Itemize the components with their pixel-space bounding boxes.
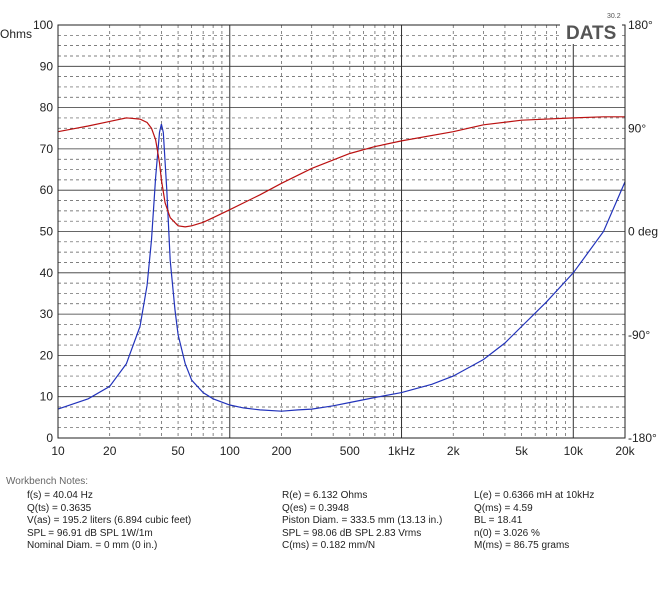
note-mms: M(ms) = 86.75 grams	[474, 540, 570, 551]
y-tick-label-right: 0 deg	[628, 225, 658, 239]
y-tick-label-left: 50	[40, 225, 54, 239]
note-bl: BL = 18.41	[474, 515, 523, 526]
note-cms: C(ms) = 0.182 mm/N	[282, 540, 376, 551]
y-tick-label-left: 40	[40, 266, 54, 280]
x-tick-label: 20	[103, 444, 117, 458]
workbench-notes: Workbench Notes: f(s) = 40.04 Hz Q(ts) =…	[0, 476, 660, 606]
y-tick-label-left: 70	[40, 142, 54, 156]
x-tick-label: 500	[340, 444, 360, 458]
note-qms: Q(ms) = 4.59	[474, 502, 533, 514]
note-n0: n(0) = 3.026 %	[474, 527, 540, 539]
y-axis-left-label: Ohms	[0, 27, 32, 41]
y-tick-label-left: 100	[33, 18, 53, 32]
y-tick-label-left: 80	[40, 101, 54, 115]
note-nominal-diam: Nominal Diam. = 0 mm (0 in.)	[27, 540, 158, 551]
y-tick-label-left: 20	[40, 348, 54, 362]
y-tick-label-right: -180°	[628, 431, 657, 445]
y-tick-label-right: -90°	[628, 328, 650, 342]
note-le: L(e) = 0.6366 mH at 10kHz	[474, 490, 595, 501]
y-tick-label-left: 60	[40, 183, 54, 197]
note-piston-diam: Piston Diam. = 333.5 mm (13.13 in.)	[282, 515, 443, 526]
series-layer	[57, 116, 626, 412]
note-spl-283: SPL = 98.06 dB SPL 2.83 Vrms	[282, 527, 422, 539]
x-tick-label: 5k	[515, 444, 529, 458]
plot-frame	[57, 24, 626, 439]
y-tick-label-left: 90	[40, 59, 54, 73]
x-tick-label: 1kHz	[388, 444, 415, 458]
y-tick-label-right: 90°	[628, 121, 646, 135]
brand-logo: DATS	[566, 23, 616, 44]
notes-column-3: L(e) = 0.6366 mH at 10kHz Q(ms) = 4.59 B…	[474, 490, 594, 553]
brand-box	[560, 18, 622, 44]
notes-column-2: R(e) = 6.132 Ohms Q(es) = 0.3948 Piston …	[282, 490, 442, 553]
note-re: R(e) = 6.132 Ohms	[282, 490, 368, 501]
note-fs: f(s) = 40.04 Hz	[27, 490, 93, 501]
note-spl-1w: SPL = 96.91 dB SPL 1W/1m	[27, 527, 153, 539]
y-tick-label-left: 10	[40, 390, 54, 404]
x-tick-label: 50	[171, 444, 185, 458]
x-tick-label: 10k	[564, 444, 584, 458]
impedance-phase-chart: 10 20 50 100 200 500 1kHz 2k 5k 10k 20k01020304050…	[0, 13, 658, 458]
phase-curve	[57, 116, 625, 228]
y-tick-label-left: 0	[46, 431, 53, 445]
note-vas: V(as) = 195.2 liters (6.894 cubic feet)	[27, 515, 192, 526]
y-tick-label-left: 30	[40, 307, 54, 321]
x-tick-label: 200	[271, 444, 291, 458]
note-qes: Q(es) = 0.3948	[282, 502, 349, 514]
x-tick-label: 10	[51, 444, 65, 458]
x-tick-label: 2k	[447, 444, 461, 458]
notes-column-1: f(s) = 40.04 Hz Q(ts) = 0.3635 V(as) = 1…	[27, 490, 191, 553]
y-tick-label-right: 180°	[628, 18, 653, 32]
version-label: 30.2	[607, 13, 621, 20]
x-tick-label: 100	[220, 444, 240, 458]
axis-labels: 10 20 50 100 200 500 1kHz 2k 5k 10k 20k01020304050…	[33, 18, 658, 458]
x-tick-label: 20k	[615, 444, 635, 458]
notes-header: Workbench Notes:	[6, 476, 89, 487]
note-qts: Q(ts) = 0.3635	[27, 502, 92, 514]
impedance-curve	[57, 123, 626, 412]
